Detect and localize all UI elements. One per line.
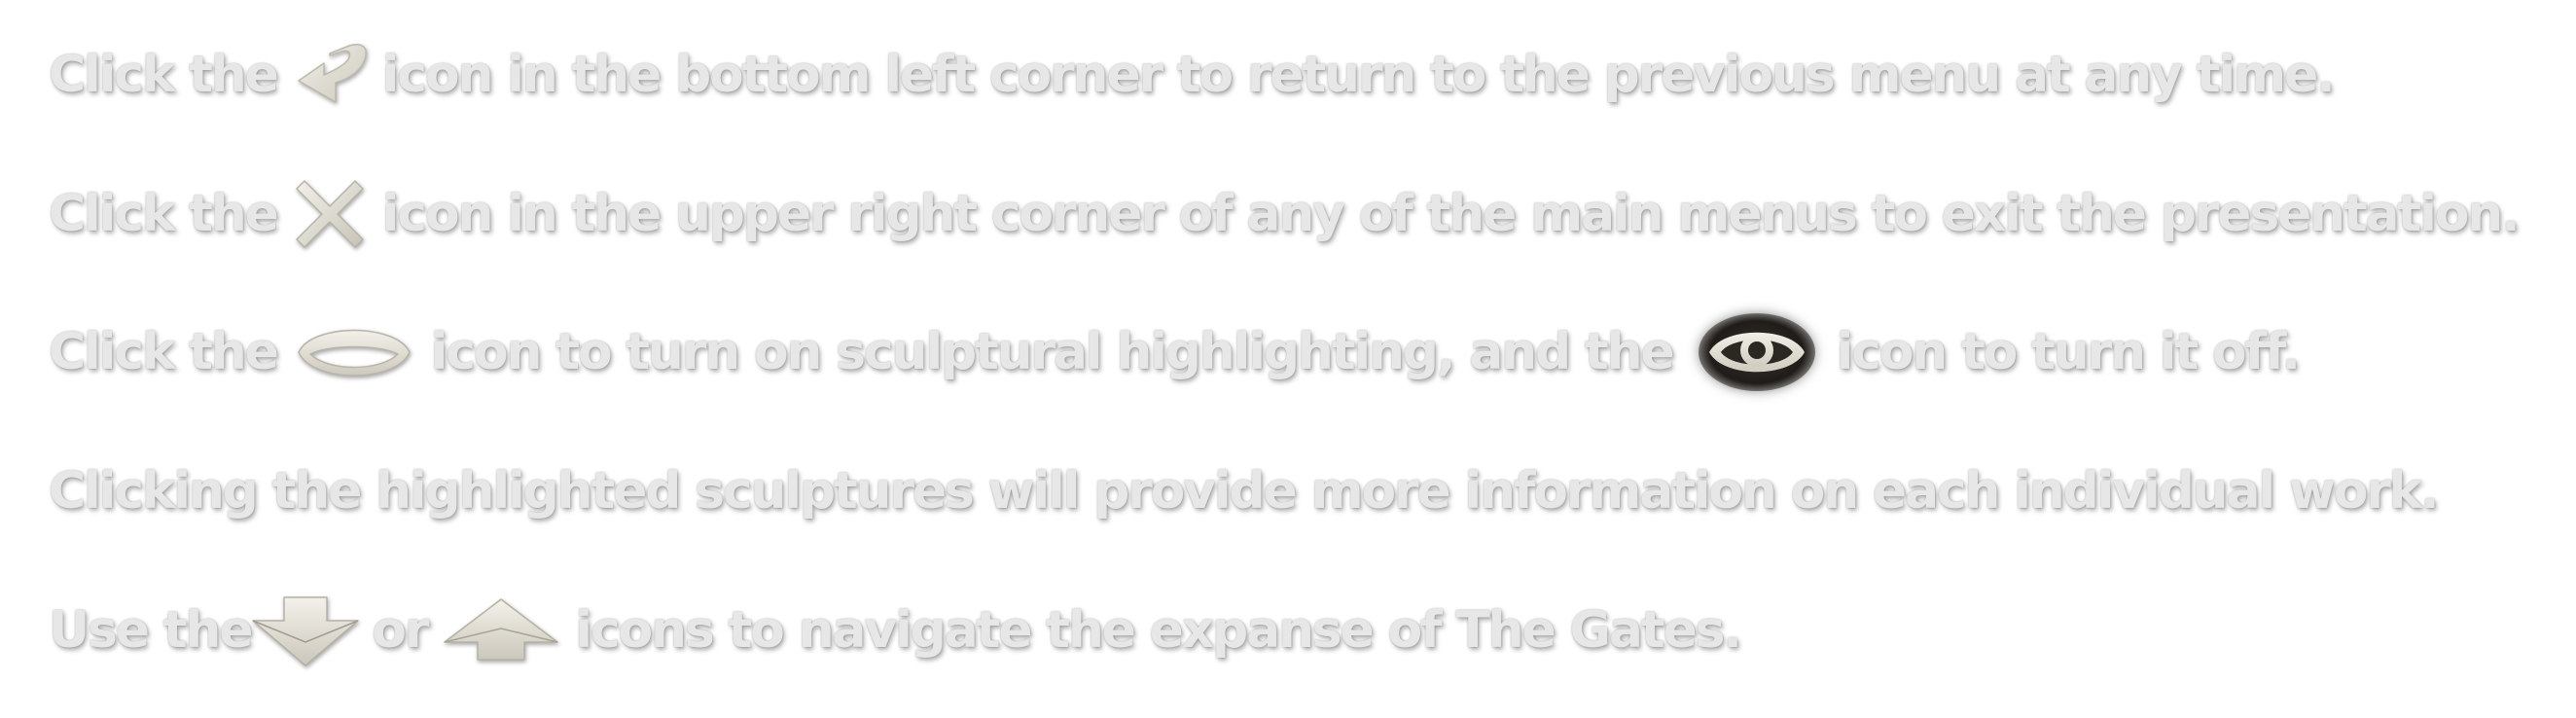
instruction-text: Click the (49, 323, 279, 381)
eye-closed-icon (295, 315, 413, 389)
eye-open-icon (1696, 310, 1818, 394)
instruction-line-navigate: Use the or (49, 582, 1742, 679)
instruction-line-back: Click the icon in the bottom left corner… (49, 26, 2336, 124)
instruction-line-highlight: Click the icon to turn on sculptural hig… (49, 304, 2301, 401)
close-icon (291, 175, 369, 253)
instruction-text: icon in the bottom left corner to return… (381, 46, 2336, 104)
instruction-text: Click the (49, 46, 279, 104)
instruction-text: icon in the upper right corner of any of… (381, 185, 2521, 243)
arrow-up-icon (441, 595, 561, 665)
instruction-text: Click the (49, 185, 279, 243)
instruction-text: icons to navigate the expanse of The Gat… (575, 601, 1742, 660)
instruction-text: or (372, 601, 429, 660)
instruction-text: Clicking the highlighted sculptures will… (49, 462, 2440, 521)
instruction-line-sculptures: Clicking the highlighted sculptures will… (49, 443, 2440, 540)
arrow-down-icon (249, 592, 362, 669)
instruction-text: Use the (49, 601, 254, 660)
back-arrow-icon (291, 38, 369, 112)
instruction-line-exit: Click the icon in the upper right corner… (49, 165, 2521, 263)
instruction-text: icon to turn on sculptural highlighting,… (430, 323, 1675, 381)
instruction-text: icon to turn it off. (1836, 323, 2301, 381)
